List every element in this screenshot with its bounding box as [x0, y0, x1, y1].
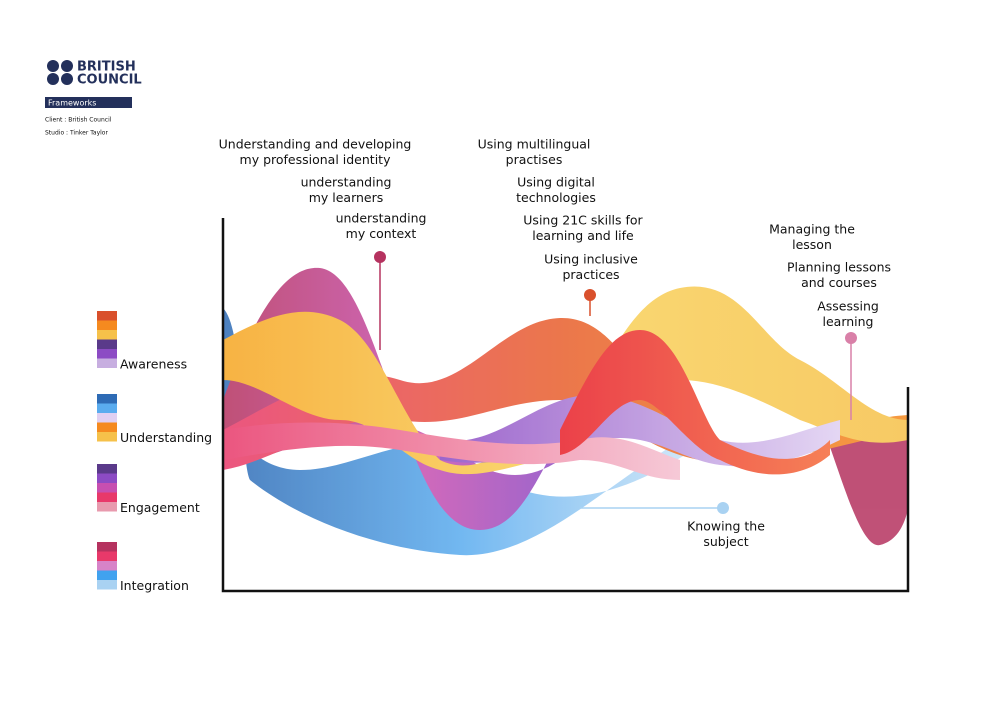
- legend-swatch: [97, 570, 117, 580]
- legend-swatch: [97, 551, 117, 561]
- brand: BRITISH: [77, 60, 136, 75]
- legend-swatch: [97, 394, 117, 404]
- legend-swatch: [97, 311, 117, 321]
- label: Using digital: [517, 175, 595, 190]
- legend-swatch: [97, 483, 117, 493]
- label: my context: [346, 226, 417, 241]
- legend-swatch: [97, 413, 117, 423]
- label: Assessing: [817, 299, 879, 314]
- legend-swatch: [97, 403, 117, 413]
- label: understanding: [301, 175, 392, 190]
- legend-label: Integration: [120, 578, 189, 593]
- label: my professional identity: [240, 152, 392, 167]
- label: Planning lessons: [787, 260, 891, 275]
- label: Using inclusive: [544, 252, 638, 267]
- label: Using multilingual: [478, 137, 591, 152]
- legend-label: Engagement: [120, 500, 200, 515]
- label: Managing the: [769, 222, 855, 237]
- tag-bar: [45, 97, 132, 108]
- label: learning and life: [532, 228, 634, 243]
- label: Knowing the: [687, 519, 765, 534]
- legend-swatch: [97, 561, 117, 571]
- legend-swatch: [97, 330, 117, 340]
- label: learning: [823, 314, 874, 329]
- client: Client : British Council: [45, 117, 112, 124]
- label: practices: [562, 267, 619, 282]
- legend-label: Understanding: [120, 430, 212, 445]
- legend-swatch: [97, 502, 117, 512]
- legend-swatch: [97, 339, 117, 349]
- legend-swatch: [97, 464, 117, 474]
- legend-swatch: [97, 320, 117, 330]
- legend-swatch: [97, 349, 117, 359]
- studio: Studio : Tinker Taylor: [45, 130, 108, 137]
- label: subject: [703, 534, 748, 549]
- label: lesson: [792, 237, 832, 252]
- label: and courses: [801, 275, 877, 290]
- tag: Frameworks: [48, 99, 96, 108]
- label: Understanding and developing: [219, 137, 412, 152]
- brand: COUNCIL: [77, 73, 142, 88]
- pins: [374, 251, 857, 514]
- legend-swatch: [97, 473, 117, 483]
- axes: [221, 218, 910, 593]
- label: Using 21C skills for: [523, 213, 643, 228]
- label: practises: [506, 152, 563, 167]
- label: technologies: [516, 190, 596, 205]
- legend-swatch: [97, 580, 117, 590]
- legend-swatch: [97, 358, 117, 368]
- legend-swatch: [97, 432, 117, 442]
- legend-swatch: [97, 492, 117, 502]
- legend-label: Awareness: [120, 357, 187, 372]
- legend-swatch: [97, 542, 117, 552]
- label: my learners: [309, 190, 384, 205]
- legend-swatch: [97, 422, 117, 432]
- label: understanding: [336, 211, 427, 226]
- waves: [223, 267, 908, 556]
- logo: [47, 60, 73, 85]
